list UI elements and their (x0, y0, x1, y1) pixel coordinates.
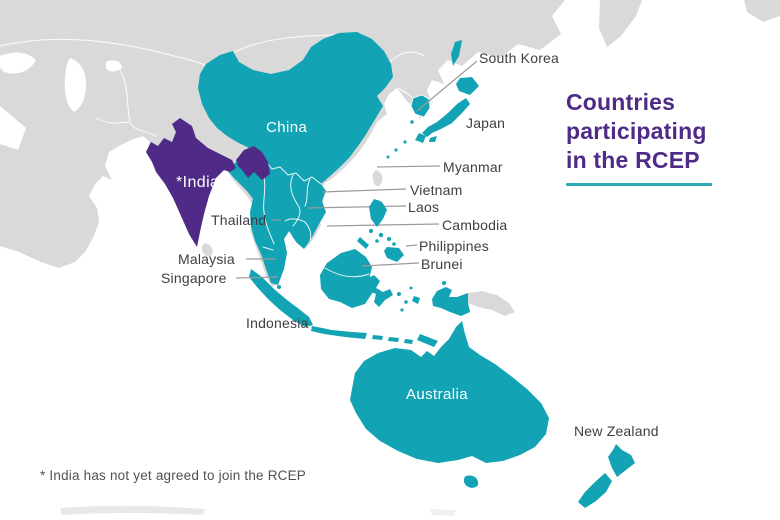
gray-borders (0, 38, 206, 66)
visayas-island-4 (392, 242, 396, 246)
ryukyu-island-2 (394, 148, 398, 152)
south-korea-label: South Korea (479, 50, 560, 66)
laos-label: Laos (408, 199, 440, 215)
iran-afghan-border (95, 117, 131, 124)
mindoro-island (369, 229, 373, 233)
south-korea-region (410, 94, 431, 118)
sulawesi-region (365, 275, 393, 307)
visayas-island-2 (387, 237, 391, 241)
myanmar-thailand-border (261, 169, 275, 245)
south-korea-leader-line (416, 60, 478, 112)
brunei-label: Brunei (421, 256, 463, 272)
hokkaido-region (456, 77, 479, 95)
halmahera-region (412, 296, 420, 304)
vietnam-leader-line (321, 188, 407, 193)
black-sea (0, 52, 36, 74)
thailand-label: Thailand (211, 212, 267, 228)
india-group (146, 118, 270, 247)
philippines-leader-line (405, 244, 418, 247)
sri-lanka-shape (202, 243, 213, 257)
malaysia-thailand-border (262, 246, 274, 251)
southeast-asia-region (228, 150, 326, 285)
borneo-internal-border (324, 267, 370, 278)
sumatra-region (249, 269, 313, 327)
molucca-island-2 (404, 300, 408, 304)
singapore-region (277, 285, 281, 289)
kyushu-region (415, 133, 426, 143)
tasmania-region (464, 475, 479, 488)
caspian-sea (64, 58, 87, 112)
singapore-leader-line (235, 276, 279, 279)
cambodia-border (284, 218, 312, 241)
philippines-label: Philippines (419, 238, 489, 254)
china-region (198, 32, 393, 184)
shikoku-region (429, 136, 437, 142)
palawan-region (357, 237, 369, 249)
bottom-land-strip (60, 505, 205, 515)
laos-vietnam-border (304, 178, 311, 207)
china-label: China (266, 119, 308, 136)
visayas-island-3 (375, 239, 379, 243)
honshu-region (422, 98, 470, 137)
japan-label: Japan (466, 115, 506, 131)
luzon-region (369, 199, 387, 227)
indonesia-label: Indonesia (246, 315, 309, 331)
india-northeast-region (236, 146, 270, 180)
title-line-2: participating (566, 118, 707, 144)
brunei-leader-line (361, 262, 420, 267)
title-underline (566, 183, 712, 186)
title-line-3: in the RCEP (566, 147, 700, 173)
mindanao-region (384, 247, 404, 262)
sunda-island-1 (372, 335, 383, 340)
timor-region (417, 334, 438, 347)
singapore-label: Singapore (161, 270, 227, 286)
member-countries (198, 32, 635, 508)
visayas-island-1 (378, 232, 384, 238)
cambodia-label: Cambodia (442, 217, 508, 233)
sakhalin-region (451, 40, 462, 66)
title-line-1: Countries (566, 89, 676, 115)
sunda-island-2 (388, 337, 399, 342)
jeju-island (410, 120, 414, 124)
bottom-land-dot (430, 509, 456, 516)
myanmar-label: Myanmar (443, 159, 503, 175)
molucca-island-1 (397, 292, 401, 296)
kamchatka-shape (599, 0, 642, 47)
corner-land-shape (744, 0, 780, 22)
india-region (146, 118, 236, 247)
amur-border (389, 51, 425, 63)
new-zealand-south-region (578, 473, 612, 508)
molucca-island-4 (409, 286, 413, 290)
australia-region (350, 321, 549, 463)
australia-label: Australia (406, 386, 468, 403)
papua-new-guinea-shape (468, 291, 515, 316)
footnote: * India has not yet agreed to join the R… (40, 468, 307, 483)
west-papua-region (432, 287, 470, 316)
mediterranean-slit (0, 106, 26, 150)
laos-leader-line (307, 205, 407, 209)
thailand-laos-border (290, 174, 301, 227)
ryukyu-island-1 (403, 140, 407, 144)
sunda-island-3 (404, 339, 413, 344)
java-region (311, 326, 367, 339)
borneo-region (320, 249, 373, 308)
new-zealand-label: New Zealand (574, 423, 659, 439)
myanmar-leader-line (376, 165, 441, 168)
vietnam-label: Vietnam (410, 182, 463, 198)
malaysia-label: Malaysia (178, 251, 235, 267)
new-zealand-north-region (608, 444, 635, 477)
papua-bird-head (442, 281, 446, 285)
aral-sea (106, 60, 122, 72)
molucca-island-3 (400, 308, 404, 312)
ryukyu-island-3 (386, 155, 390, 159)
taiwan-shape (372, 170, 383, 187)
india-label: *India (176, 174, 220, 191)
philippines-group (357, 199, 404, 262)
leader-lines (235, 60, 478, 279)
page-title: Countries participating in the RCEP (566, 88, 746, 186)
cambodia-leader-line (326, 223, 440, 227)
